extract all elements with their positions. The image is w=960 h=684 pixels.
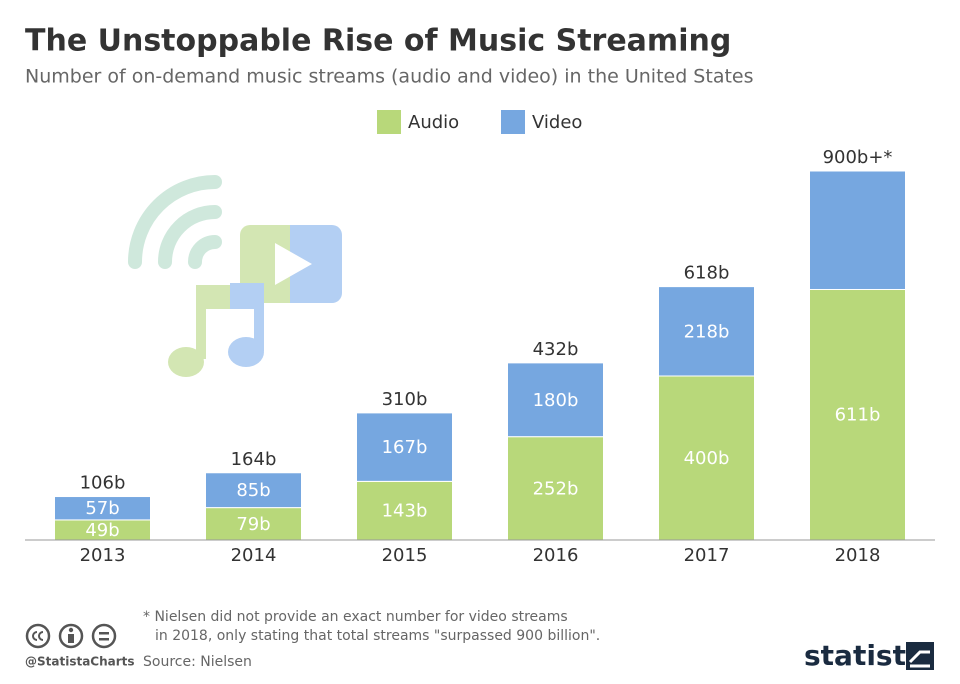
footer: @StatistaCharts * Nielsen did not provid…	[25, 609, 934, 672]
play-icon	[275, 243, 312, 285]
video-icon	[290, 225, 342, 303]
total-label: 432b	[533, 339, 579, 360]
by-icon	[58, 623, 84, 649]
note-icon	[254, 283, 264, 351]
note-icon	[168, 347, 204, 377]
source: Source: Nielsen	[143, 654, 252, 670]
legend-swatch	[501, 110, 525, 134]
bar-segment	[658, 375, 755, 541]
credit: @StatistaCharts	[25, 655, 135, 669]
value-label: 180b	[533, 390, 579, 411]
brand: statista	[804, 639, 925, 672]
value-label: 85b	[236, 480, 270, 501]
total-label: 310b	[382, 389, 428, 410]
legend-swatch	[377, 110, 401, 134]
total-label: 164b	[231, 449, 277, 470]
bar-segment	[356, 412, 453, 482]
total-label: 900b+*	[823, 147, 893, 168]
note-icon	[228, 337, 264, 367]
bar-segment	[205, 472, 302, 509]
footnote: in 2018, only stating that total streams…	[155, 628, 600, 644]
wifi-arc	[128, 175, 222, 269]
wifi-arc	[188, 235, 222, 269]
note-icon	[196, 285, 206, 359]
bar-segment	[809, 288, 906, 541]
cc-icon	[25, 623, 51, 649]
total-label: 618b	[684, 263, 730, 284]
bar-segment	[507, 362, 604, 438]
legend-label: Video	[532, 112, 582, 133]
x-tick-label: 2017	[684, 545, 730, 566]
bar-segment	[356, 480, 453, 541]
nd-icon	[91, 623, 117, 649]
value-label: 611b	[835, 405, 881, 426]
by-icon	[68, 627, 74, 633]
x-tick-label: 2016	[533, 545, 579, 566]
bar-segment	[205, 507, 302, 541]
bar-segment	[809, 170, 906, 290]
x-tick-label: 2014	[231, 545, 277, 566]
x-tick-label: 2018	[835, 545, 881, 566]
total-label: 106b	[80, 473, 126, 494]
value-label: 252b	[533, 478, 579, 499]
illustration	[128, 175, 342, 377]
x-tick-label: 2013	[80, 545, 126, 566]
value-label: 79b	[236, 514, 270, 535]
value-label: 400b	[684, 448, 730, 469]
nd-icon	[99, 638, 109, 641]
bar-segment	[507, 436, 604, 541]
chart-title: The Unstoppable Rise of Music Streaming	[25, 24, 731, 59]
by-icon	[68, 634, 74, 643]
value-label: 143b	[382, 501, 428, 522]
value-label: 57b	[85, 498, 119, 519]
cc-icon	[32, 631, 44, 641]
bar-segment	[54, 496, 151, 521]
value-label: 218b	[684, 321, 730, 342]
brand-logo	[908, 650, 930, 668]
bar-segment	[658, 286, 755, 377]
x-tick-label: 2015	[382, 545, 428, 566]
chart-subtitle: Number of on-demand music streams (audio…	[25, 66, 754, 88]
nd-icon	[99, 632, 109, 635]
value-label: 167b	[382, 437, 428, 458]
footnote: * Nielsen did not provide an exact numbe…	[143, 609, 568, 625]
wifi-arc	[158, 205, 222, 269]
value-label: 49b	[85, 520, 119, 541]
legend-label: Audio	[408, 112, 459, 133]
